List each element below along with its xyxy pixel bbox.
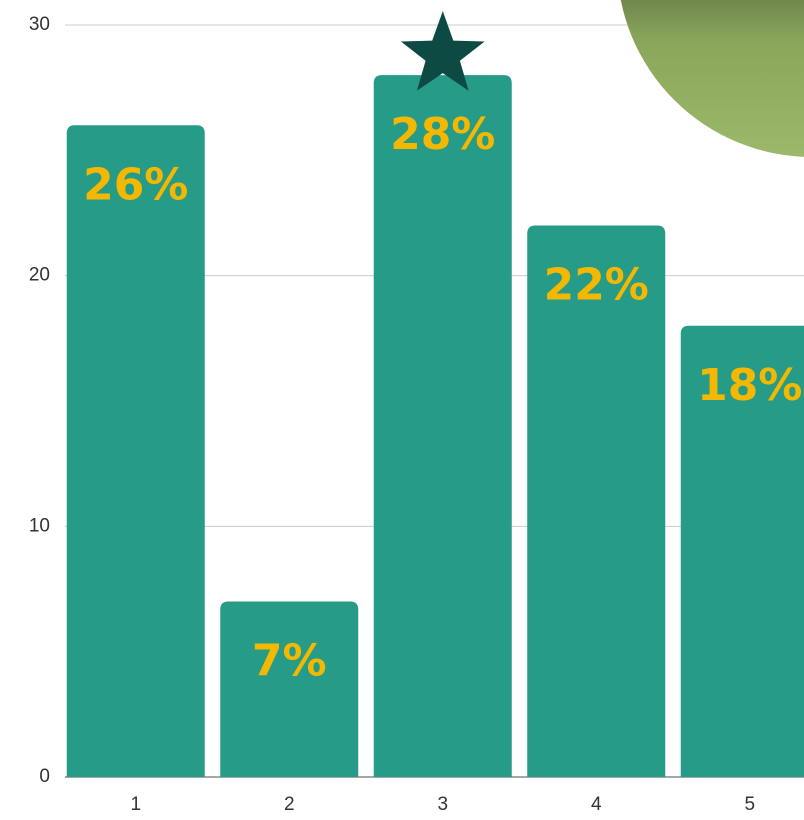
bar: [527, 225, 666, 778]
value-label: 28%: [390, 109, 495, 160]
value-label: 18%: [697, 360, 802, 411]
x-tick-label: 3: [437, 794, 448, 815]
value-label: 22%: [544, 260, 649, 311]
value-label: 26%: [83, 159, 188, 210]
y-tick-label: 20: [29, 265, 50, 286]
bar: [680, 325, 804, 777]
bars: [66, 75, 804, 778]
x-tick-label: 1: [130, 794, 141, 815]
bar: [66, 125, 205, 778]
y-tick-label: 30: [29, 14, 50, 35]
x-tick-label: 4: [591, 794, 602, 815]
y-tick-label: 10: [29, 515, 50, 536]
y-tick-label: 0: [39, 766, 50, 787]
bar: [220, 601, 359, 777]
photo: [620, 0, 804, 157]
x-tick-label: 2: [284, 794, 295, 815]
star: [400, 11, 485, 91]
value-label: 7%: [252, 636, 327, 687]
bar: [373, 75, 512, 778]
x-tick-label: 5: [744, 794, 755, 815]
